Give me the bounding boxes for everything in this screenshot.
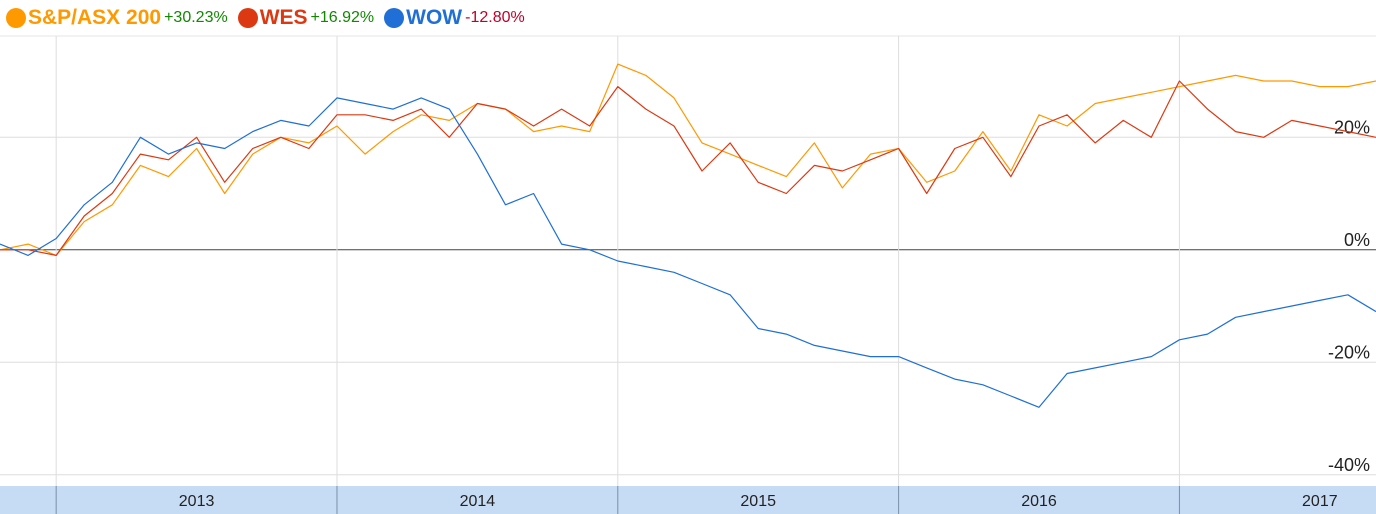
legend-dot-icon bbox=[237, 8, 258, 28]
x-tick-label: 2017 bbox=[1302, 493, 1338, 510]
series-line-wow bbox=[0, 97, 1376, 408]
legend-series-name: WOW bbox=[406, 6, 463, 29]
series-line-s-p-asx-200 bbox=[0, 63, 1376, 256]
series-line-wes bbox=[0, 80, 1376, 256]
legend-dot-icon bbox=[384, 8, 405, 28]
x-tick-label: 2013 bbox=[179, 493, 215, 510]
legend-item-sp-asx-200[interactable]: S&P/ASX 200 +30.23% bbox=[0, 6, 228, 30]
y-tick-label: 0% bbox=[1344, 230, 1370, 250]
time-axis-band bbox=[0, 486, 1376, 514]
legend-series-change: +16.92% bbox=[310, 9, 375, 26]
y-tick-label: -40% bbox=[1328, 455, 1370, 475]
legend-dot-icon bbox=[6, 8, 26, 28]
x-tick-label: 2016 bbox=[1021, 493, 1057, 510]
legend-series-change: +30.23% bbox=[164, 9, 228, 26]
legend-series-name: WES bbox=[259, 6, 308, 29]
chart-legend: S&P/ASX 200 +30.23% WES +16.92% WOW -12.… bbox=[0, 0, 529, 36]
y-tick-label: 20% bbox=[1334, 117, 1370, 137]
legend-series-change: -12.80% bbox=[465, 9, 525, 26]
x-tick-label: 2014 bbox=[460, 493, 496, 510]
y-tick-label: -20% bbox=[1328, 342, 1370, 362]
legend-series-name: S&P/ASX 200 bbox=[28, 6, 162, 29]
x-tick-label: 2015 bbox=[740, 493, 776, 510]
legend-item-wow[interactable]: WOW -12.80% bbox=[378, 6, 525, 30]
legend-item-wes[interactable]: WES +16.92% bbox=[232, 6, 374, 30]
